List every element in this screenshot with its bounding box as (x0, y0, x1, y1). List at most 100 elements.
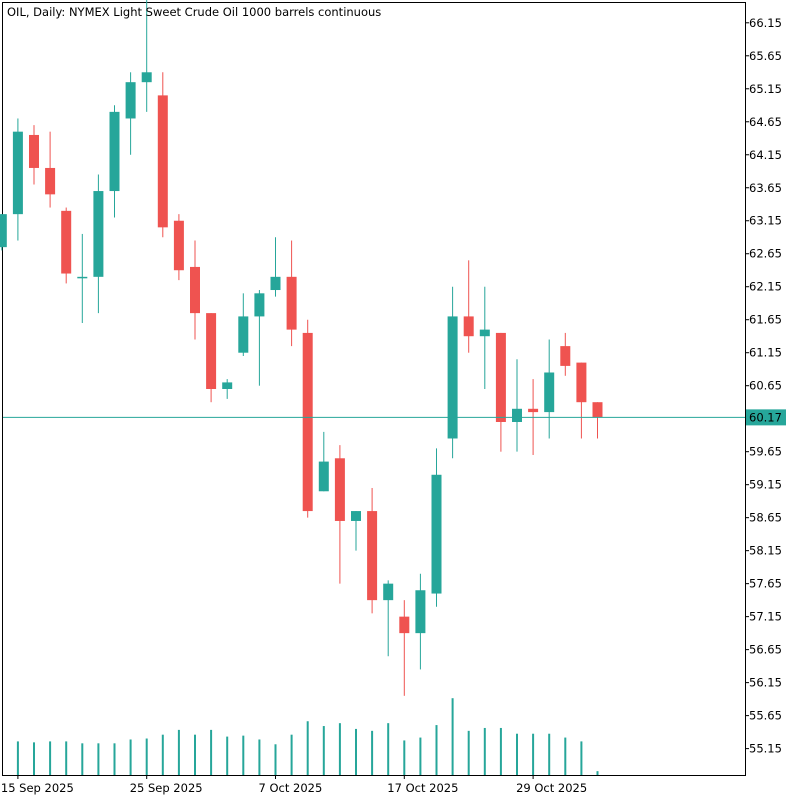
y-tick-label: 64.65 (749, 115, 782, 129)
volume-bar (322, 726, 325, 775)
y-tick-label: 62.65 (749, 247, 782, 261)
volume-bar (226, 736, 229, 775)
candle (367, 487, 378, 614)
candle (544, 339, 555, 439)
volume-bar (177, 729, 180, 775)
volume-bar (516, 733, 518, 775)
candle (431, 448, 442, 607)
candle-body (190, 266, 200, 314)
volume-bar (49, 741, 52, 775)
volume-bar (210, 729, 213, 775)
y-tick-label: 63.15 (749, 214, 782, 228)
y-tick-label: 56.15 (749, 676, 782, 690)
y-tick-label: 61.65 (749, 313, 782, 327)
volume-bar (65, 741, 68, 775)
candle-body (109, 111, 120, 192)
current-price-label: 60.17 (749, 410, 782, 424)
y-tick-label: 59.65 (749, 445, 782, 459)
volume-bar (371, 730, 374, 775)
y-tick-label: 55.15 (749, 742, 782, 756)
y-tick-label: 60.65 (749, 379, 782, 393)
candle-body (544, 372, 555, 413)
candle-body (592, 402, 603, 418)
volume-bar (564, 737, 567, 775)
candle-body (206, 313, 217, 389)
candle (206, 313, 217, 403)
volume-bar (596, 771, 599, 775)
candle (109, 105, 120, 218)
y-tick-label: 61.15 (749, 346, 782, 360)
x-tick-label: 17 Oct 2025 (387, 781, 458, 795)
candle (560, 332, 571, 376)
candle-body (93, 191, 104, 277)
volume-bar (483, 727, 486, 775)
candle-body (383, 583, 394, 601)
volume-bar (467, 730, 470, 775)
x-axis: 15 Sep 2025 25 Sep 2025 7 Oct 2025 17 Oct 2… (1, 775, 587, 795)
candle (45, 131, 56, 208)
volume-bar (129, 739, 132, 775)
candle-body (286, 276, 297, 330)
x-tick-label: 25 Sep 2025 (130, 781, 203, 795)
y-axis: 66.15 65.65 65.15 64.65 64.15 63.65 63.15 62.65… (745, 16, 782, 756)
volume-bar (97, 743, 100, 775)
candle-body (431, 474, 442, 594)
y-tick-label: 66.15 (749, 16, 782, 30)
candle-body (495, 332, 506, 422)
candle-body (141, 72, 152, 83)
candle-body (351, 511, 361, 521)
volume-bar (242, 735, 245, 775)
volume-bar (499, 727, 502, 775)
y-tick-label: 63.65 (749, 181, 782, 195)
current-price-tag (746, 409, 786, 426)
candle-body (222, 382, 233, 389)
candle-body (576, 362, 587, 403)
y-tick-label: 55.65 (749, 709, 782, 723)
y-tick-label: 62.15 (749, 280, 782, 294)
x-tick-label: 7 Oct 2025 (259, 781, 323, 795)
y-tick-label: 57.65 (749, 577, 782, 591)
candle (463, 260, 474, 353)
volume-bar (290, 734, 293, 775)
y-tick-label: 58.15 (749, 544, 782, 558)
candle-body (173, 220, 184, 271)
candle-body (528, 408, 539, 413)
candle-body (463, 316, 474, 337)
volume-bar (532, 733, 535, 775)
candle-body (367, 511, 378, 601)
candle (399, 600, 410, 696)
volume-bar (355, 728, 357, 775)
candle (125, 72, 136, 155)
candle (238, 293, 249, 357)
candle (351, 511, 361, 551)
volume-bar (81, 743, 84, 775)
volume-bar (403, 740, 406, 775)
candle (479, 286, 490, 389)
candle (254, 290, 265, 386)
candle-body (12, 131, 23, 215)
plot-frame (2, 2, 746, 776)
candle-body (447, 316, 458, 439)
x-tick-label: 29 Oct 2025 (516, 781, 587, 795)
candle (141, 0, 152, 112)
candle-body (157, 95, 168, 228)
candle-body (0, 214, 7, 248)
volume-bar (338, 723, 341, 775)
candle-body (302, 332, 313, 512)
candle (302, 319, 313, 518)
candle (383, 580, 394, 657)
candle (12, 118, 23, 241)
y-tick-label: 65.15 (749, 82, 782, 96)
candle-body (270, 276, 281, 291)
volume-bar (580, 741, 583, 775)
candle (334, 445, 345, 584)
candle (61, 207, 72, 284)
candle (286, 240, 297, 347)
volume-bar (306, 721, 309, 775)
candle-body (560, 346, 571, 366)
y-tick-label: 58.65 (749, 511, 782, 525)
volume-bar (451, 698, 454, 775)
candle-body (254, 293, 265, 317)
volume-bars (16, 698, 599, 775)
candle-body (29, 134, 39, 168)
